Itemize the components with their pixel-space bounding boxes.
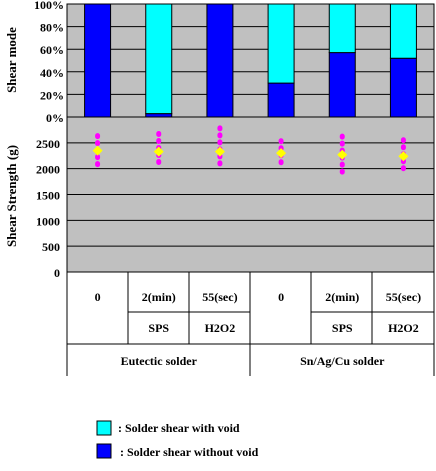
shear-mode-tick-label: 20% [40, 88, 64, 102]
shear-mode-tick-label: 40% [40, 66, 64, 80]
bar-with-void [267, 3, 295, 84]
shear-mode-tick-label: 80% [40, 21, 64, 35]
strength-mean-point [398, 151, 409, 162]
shear-mode-ylabel: Shear mode [4, 27, 19, 93]
legend-swatch-with-void [96, 420, 112, 436]
strength-mean-point [92, 145, 103, 156]
bar-without-void [206, 3, 234, 118]
axis-treatment-label: SPS [148, 321, 169, 335]
strength-mean-point [214, 146, 225, 157]
shear-mode-tick-label: 100% [34, 0, 64, 12]
legend-label-with-void: : Solder shear with void [118, 421, 240, 435]
shear-strength-tick-label: 1500 [36, 189, 60, 203]
axis-group-label: Eutectic solder [121, 354, 198, 368]
strength-mean-point [153, 146, 164, 157]
shear-strength-ylabel: Shear Strength (g) [4, 145, 19, 247]
axis-condition-label: 55(sec) [202, 290, 237, 304]
bar-without-void [145, 113, 173, 118]
axis-treatment-label: SPS [332, 321, 353, 335]
axis-treatment-label: H2O2 [205, 321, 236, 335]
shear-strength-tick-label: 2500 [36, 137, 60, 151]
bar-with-void [328, 3, 356, 54]
axis-condition-label: 2(min) [142, 290, 176, 304]
bar-without-void [267, 82, 295, 118]
axis-group-label: Sn/Ag/Cu solder [300, 354, 385, 368]
bar-without-void [84, 3, 112, 118]
axis-treatment-label: H2O2 [388, 321, 419, 335]
bar-without-void [328, 52, 356, 118]
shear-strength-tick-label: 1000 [36, 214, 60, 228]
shear-mode-tick-label: 0% [46, 111, 64, 125]
strength-mean-point [337, 149, 348, 160]
legend-label-without-void: : Solder shear without void [120, 445, 259, 459]
legend-swatch-without-void [96, 443, 112, 459]
shear-strength-tick-label: 2000 [36, 163, 60, 177]
bar-with-void [145, 3, 173, 115]
shear-mode-tick-label: 60% [40, 43, 64, 57]
shear-strength-tick-label: 0 [54, 266, 60, 280]
bar-without-void [389, 57, 417, 118]
strength-mean-point [276, 148, 287, 159]
shear-mode-plot-area [67, 4, 434, 117]
axis-condition-label: 0 [95, 290, 101, 304]
shear-strength-tick-label: 500 [42, 240, 60, 254]
bar-with-void [389, 3, 417, 59]
axis-condition-label: 55(sec) [386, 290, 421, 304]
axis-condition-label: 2(min) [325, 290, 359, 304]
axis-condition-label: 0 [278, 290, 284, 304]
